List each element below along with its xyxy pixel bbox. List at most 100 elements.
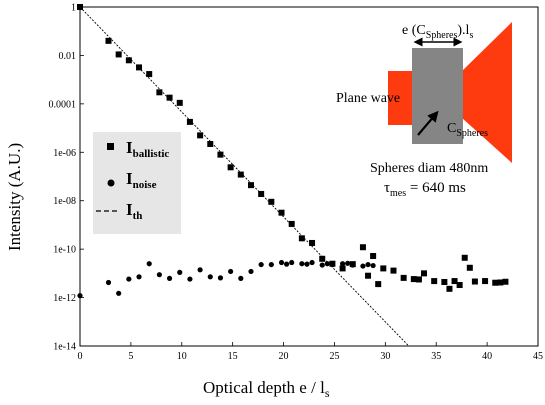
ballistic-point [471, 278, 478, 285]
ballistic-point [146, 71, 153, 78]
noise-point [345, 260, 351, 266]
ballistic-point [278, 209, 285, 216]
ballistic-point [365, 272, 372, 279]
noise-point [166, 275, 173, 281]
c-spheres-label: CSpheres [447, 121, 488, 139]
noise-point [324, 261, 330, 267]
noise-point [289, 259, 295, 266]
noise-point [207, 274, 213, 280]
noise-point [329, 261, 336, 268]
ballistic-point [207, 140, 214, 147]
y-tick-label: 1e-12 [53, 293, 76, 304]
ballistic-point [339, 265, 346, 272]
experiment-schematic: e (CSpheres).ls Plane wave CSpheres Sphe… [336, 22, 512, 199]
ballistic-point [227, 164, 234, 171]
y-axis-ticks: 1 0.01 0.0001 1e-06 1e-08 1e-10 1e-12 1e-14 [49, 3, 84, 353]
x-tick-label: 20 [279, 351, 289, 362]
legend: Iballistic Inoise Ith [93, 132, 181, 234]
noise-point [187, 276, 193, 282]
noise-point [350, 262, 356, 268]
ballistic-point [115, 51, 122, 58]
ballistic-point [370, 253, 377, 260]
ballistic-point [105, 37, 112, 44]
noise-point [360, 263, 366, 269]
ballistic-point [466, 264, 473, 271]
ballistic-point [421, 270, 428, 277]
y-tick-label: 1e-14 [53, 342, 76, 353]
noise-point [258, 261, 264, 268]
ballistic-point [77, 4, 83, 10]
x-tick-label: 45 [533, 351, 543, 362]
ballistic-point [415, 276, 422, 283]
legend-noise-label: Inoise [126, 169, 157, 191]
plot-frame [79, 6, 539, 347]
legend-theory-label: Ith [126, 200, 142, 222]
ballistic-point [258, 190, 265, 197]
x-tick-label: 25 [329, 351, 339, 362]
noise-point [299, 261, 305, 267]
outgoing-beam [462, 22, 512, 163]
plane-wave-label: Plane wave [336, 91, 400, 106]
noise-point [105, 279, 112, 286]
theory-line [79, 6, 410, 347]
noise-point [268, 261, 274, 268]
ballistic-point [390, 267, 397, 274]
x-axis-title: Optical depth e / ls [203, 378, 330, 400]
noise-point [77, 293, 83, 299]
ballistic-point [375, 281, 382, 288]
ballistic-point [298, 235, 305, 242]
scattering-slab [412, 48, 463, 144]
y-tick-label: 0.0001 [49, 99, 77, 110]
tau-label: τmes = 640 ms [384, 180, 466, 199]
noise-point [197, 267, 203, 273]
ballistic-point [492, 279, 499, 286]
noise-point [309, 259, 315, 266]
noise-point [339, 261, 346, 267]
y-tick-label: 1e-08 [53, 196, 76, 207]
y-tick-label: 1e-06 [53, 148, 76, 159]
ballistic-point [247, 182, 254, 189]
noise-point [146, 261, 152, 267]
ballistic-point [400, 274, 407, 281]
ballistic-point [441, 278, 448, 285]
ballistic-point [456, 282, 463, 289]
noise-point [217, 275, 224, 281]
ballistic-point [431, 278, 438, 285]
slab-width-label: e (CSpheres).ls [402, 23, 473, 41]
ballistic-point [136, 64, 143, 71]
ballistic-point [446, 285, 453, 292]
x-tick-label: 30 [380, 351, 390, 362]
noise-point [116, 290, 122, 296]
ballistic-point [502, 278, 509, 285]
ballistic-point [359, 244, 366, 251]
noise-series [77, 259, 376, 299]
x-tick-label: 5 [128, 351, 133, 362]
ballistic-point [125, 57, 132, 64]
noise-point [284, 261, 290, 267]
x-tick-label: 10 [177, 351, 187, 362]
noise-point [278, 259, 285, 266]
noise-point [370, 262, 376, 269]
legend-ballistic-marker [107, 143, 114, 150]
concentration-arrow [417, 110, 439, 136]
ballistic-point [156, 89, 163, 96]
y-tick-label: 1 [71, 3, 76, 14]
noise-point [365, 261, 371, 268]
x-tick-label: 0 [78, 351, 83, 362]
ballistic-point [166, 94, 173, 101]
noise-point [177, 269, 183, 275]
incoming-beam [388, 71, 414, 125]
noise-point [228, 268, 234, 275]
y-axis-title: Intensity (A.U.) [5, 143, 24, 251]
ballistic-point [451, 278, 458, 285]
y-tick-label: 0.01 [59, 51, 77, 62]
ballistic-point [237, 171, 244, 178]
x-tick-label: 35 [431, 351, 441, 362]
noise-point [248, 268, 254, 275]
noise-point [304, 261, 310, 267]
ballistic-point [268, 198, 275, 205]
ballistic-point [186, 118, 193, 125]
legend-ballistic-label: Iballistic [126, 138, 169, 160]
ballistic-point [380, 265, 387, 272]
